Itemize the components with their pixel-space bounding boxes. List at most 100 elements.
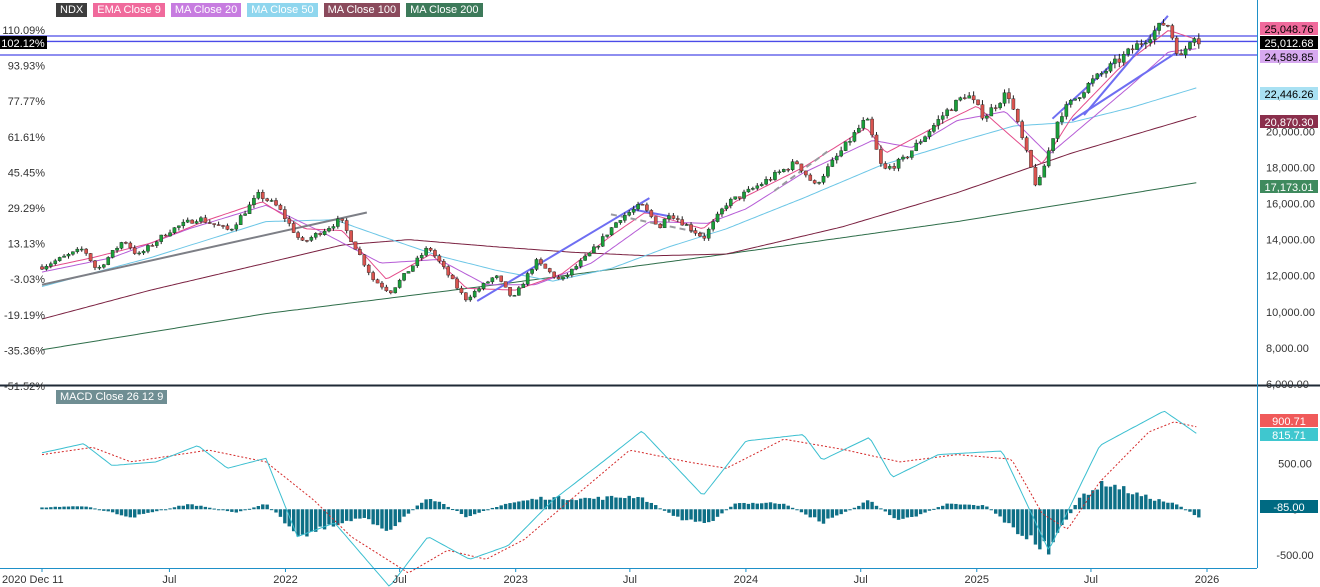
candle-down bbox=[1130, 48, 1135, 51]
histogram-bar bbox=[367, 509, 371, 520]
candle-up bbox=[985, 115, 989, 119]
candle-down bbox=[265, 198, 269, 201]
right-axis-tick: 10,000.00 bbox=[1266, 307, 1315, 319]
candle-down bbox=[225, 225, 230, 230]
legend-item-3[interactable]: MA Close 50 bbox=[247, 3, 318, 17]
histogram-bar bbox=[221, 509, 225, 511]
histogram-bar bbox=[667, 509, 671, 513]
time-axis-tick: Jul bbox=[162, 574, 176, 586]
candle-down bbox=[508, 287, 512, 296]
candle-down bbox=[163, 234, 168, 237]
histogram-bar bbox=[1095, 489, 1099, 510]
legend-item-2[interactable]: MA Close 20 bbox=[170, 3, 242, 17]
legend-item-0[interactable]: NDX bbox=[56, 3, 88, 17]
histogram-bar bbox=[437, 501, 442, 510]
histogram-bar bbox=[1130, 494, 1135, 510]
left-axis-tick: -51.52% bbox=[4, 381, 45, 393]
candle-up bbox=[252, 197, 256, 206]
histogram-bar bbox=[609, 495, 614, 510]
candle-down bbox=[671, 215, 676, 219]
histogram-bar bbox=[565, 500, 570, 510]
macd-value-label-bg bbox=[1260, 500, 1318, 513]
legend-item-1[interactable]: EMA Close 9 bbox=[93, 3, 165, 17]
candle-up bbox=[525, 273, 530, 285]
histogram-bar bbox=[729, 506, 733, 510]
histogram-bar bbox=[291, 509, 296, 532]
candle-up bbox=[1038, 177, 1042, 186]
macd-value-label: 900.71 bbox=[1272, 416, 1306, 428]
candle-up bbox=[327, 228, 331, 232]
histogram-bar bbox=[1033, 509, 1038, 545]
histogram-bar bbox=[1179, 506, 1183, 510]
candle-down bbox=[1170, 25, 1175, 39]
candle-down bbox=[1166, 25, 1170, 27]
candle-down bbox=[892, 166, 896, 169]
histogram-bar bbox=[954, 503, 958, 510]
candle-up bbox=[168, 232, 172, 237]
histogram-bar bbox=[892, 509, 896, 519]
candle-up bbox=[583, 255, 587, 261]
histogram-bar bbox=[556, 496, 561, 510]
histogram-bar bbox=[905, 509, 910, 518]
histogram-bar bbox=[1192, 509, 1197, 516]
candle-down bbox=[437, 255, 442, 262]
histogram-bar bbox=[424, 499, 428, 510]
price-label-bg bbox=[1260, 22, 1318, 35]
histogram-bar bbox=[1046, 509, 1051, 555]
legend-item-4[interactable]: MA Close 100 bbox=[323, 3, 401, 17]
histogram-bar bbox=[605, 496, 609, 510]
right-axis-tick: 8,000.00 bbox=[1266, 343, 1309, 355]
candle-up bbox=[998, 103, 1002, 109]
histogram-bar bbox=[1002, 509, 1007, 523]
candle-up bbox=[861, 120, 866, 129]
histogram-bar bbox=[751, 502, 755, 510]
histogram-bar bbox=[525, 500, 530, 510]
time-axis-tick: 2022 bbox=[273, 574, 297, 586]
histogram-bar bbox=[521, 500, 525, 510]
candle-up bbox=[1051, 138, 1055, 151]
histogram-bar bbox=[574, 500, 578, 510]
histogram-bar bbox=[274, 509, 278, 513]
histogram-bar bbox=[755, 503, 759, 510]
candle-down bbox=[640, 204, 645, 206]
histogram-bar bbox=[799, 509, 804, 513]
left-axis-tick: -3.03% bbox=[10, 274, 45, 286]
histogram-bar bbox=[640, 497, 645, 510]
candle-up bbox=[781, 169, 786, 172]
histogram-bar bbox=[614, 497, 618, 510]
histogram-bar bbox=[1091, 490, 1095, 510]
candle-up bbox=[631, 208, 636, 213]
macd-legend[interactable]: MACD Close 26 12 9 bbox=[56, 390, 168, 404]
candle-up bbox=[534, 259, 539, 270]
candle-down bbox=[1020, 121, 1024, 138]
candle-up bbox=[53, 260, 58, 264]
histogram-bar bbox=[888, 509, 892, 516]
candle-down bbox=[1117, 58, 1122, 63]
candle-up bbox=[954, 99, 958, 112]
histogram-bar bbox=[879, 508, 883, 510]
time-axis-tick: 2026 bbox=[1195, 574, 1219, 586]
histogram-bar bbox=[530, 498, 534, 510]
time-axis-tick: 2025 bbox=[965, 574, 989, 586]
macd-value-label: -85.00 bbox=[1273, 502, 1304, 514]
candle-down bbox=[971, 95, 976, 101]
candle-up bbox=[618, 220, 623, 223]
candle-up bbox=[958, 97, 963, 101]
candle-up bbox=[481, 283, 486, 289]
candle-up bbox=[989, 107, 994, 117]
candle-down bbox=[1011, 98, 1016, 110]
right-axis-tick: 20,000.00 bbox=[1266, 126, 1315, 138]
candle-up bbox=[1108, 63, 1113, 72]
candle-down bbox=[1161, 22, 1166, 26]
candle-down bbox=[384, 286, 389, 291]
candle-up bbox=[521, 283, 526, 288]
legend-item-5[interactable]: MA Close 200 bbox=[406, 3, 483, 17]
histogram-bar bbox=[177, 505, 181, 510]
left-axis-tick: 61.61% bbox=[8, 132, 46, 144]
candle-up bbox=[839, 150, 843, 157]
left-current-label-bg bbox=[0, 36, 47, 49]
candle-up bbox=[199, 217, 203, 222]
candle-down bbox=[291, 223, 296, 233]
histogram-bar bbox=[371, 509, 375, 525]
candle-up bbox=[623, 214, 627, 221]
